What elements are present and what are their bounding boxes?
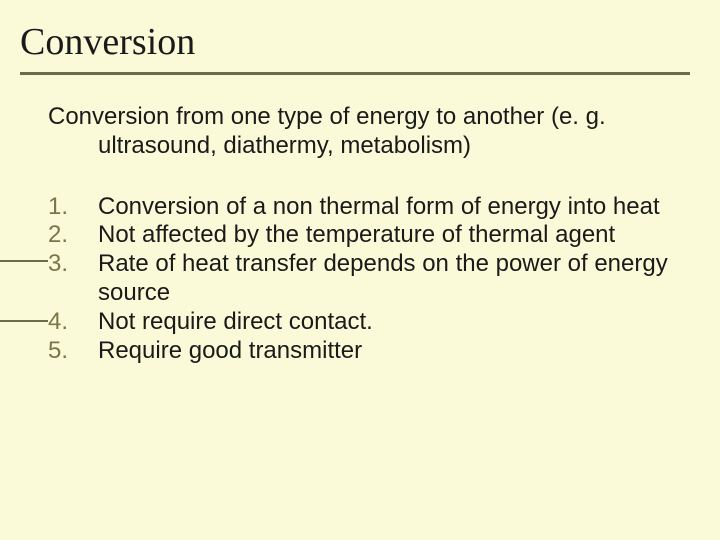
list-number: 1. bbox=[48, 193, 98, 222]
list-text: Not require direct contact. bbox=[98, 308, 690, 337]
list-item: 4. Not require direct contact. bbox=[48, 308, 690, 337]
numbered-list: 1. Conversion of a non thermal form of e… bbox=[48, 193, 690, 366]
left-accent-bar bbox=[0, 260, 48, 322]
intro-text: Conversion from one type of energy to an… bbox=[48, 103, 690, 161]
slide-container: Conversion Conversion from one type of e… bbox=[0, 0, 720, 540]
list-item: 2. Not affected by the temperature of th… bbox=[48, 221, 690, 250]
intro-line-1: Conversion from one type of energy to an… bbox=[48, 103, 606, 130]
list-item: 1. Conversion of a non thermal form of e… bbox=[48, 193, 690, 222]
slide-title: Conversion bbox=[20, 20, 690, 75]
list-text: Rate of heat transfer depends on the pow… bbox=[98, 250, 690, 308]
list-item: 5. Require good transmitter bbox=[48, 337, 690, 366]
list-number: 4. bbox=[48, 308, 98, 337]
list-text: Conversion of a non thermal form of ener… bbox=[98, 193, 690, 222]
list-number: 2. bbox=[48, 221, 98, 250]
intro-line-2: ultrasound, diathermy, metabolism) bbox=[98, 132, 690, 161]
list-number: 5. bbox=[48, 337, 98, 366]
list-text: Require good transmitter bbox=[98, 337, 690, 366]
list-text: Not affected by the temperature of therm… bbox=[98, 221, 690, 250]
list-item: 3. Rate of heat transfer depends on the … bbox=[48, 250, 690, 308]
list-number: 3. bbox=[48, 250, 98, 308]
